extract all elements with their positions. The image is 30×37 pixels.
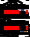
Text: *: * [8, 0, 23, 21]
Bar [5, 24, 8, 33]
Bar [8, 29, 10, 33]
Bar [8, 15, 10, 17]
Bar [15, 28, 18, 33]
Text: *: * [2, 0, 18, 7]
Text: ##: ## [0, 0, 30, 7]
Text: **: ** [0, 0, 30, 5]
Title: Calsequestrin-1: Calsequestrin-1 [0, 0, 30, 3]
Bar [13, 10, 15, 17]
Text: *: * [2, 0, 18, 22]
Bar [23, 14, 26, 17]
Legend: TMT, PRM: TMT, PRM [0, 20, 12, 37]
Bar [23, 28, 26, 33]
Bar [13, 24, 15, 33]
Bar [5, 9, 8, 17]
Bar [20, 7, 23, 17]
Bar [20, 23, 23, 33]
Bar [15, 14, 18, 17]
Text: *: * [9, 0, 25, 6]
Legend: TMT, PRM: TMT, PRM [0, 35, 12, 37]
